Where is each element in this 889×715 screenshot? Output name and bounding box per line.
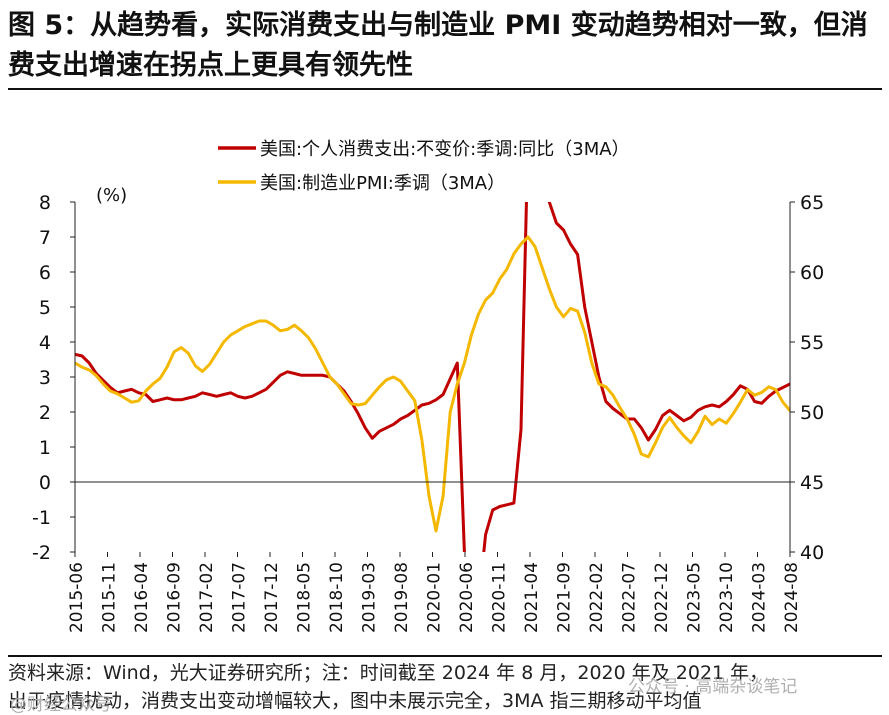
chart-title: 图 5：从趋势看，实际消费支出与制造业 PMI 变动趋势相对一致，但消费支出增速… <box>8 10 868 81</box>
x-tick-label: 2018-05 <box>295 562 315 633</box>
x-tick-label: 2022-02 <box>587 562 607 633</box>
x-tick-label: 2024-03 <box>750 562 770 633</box>
x-tick-label: 2019-08 <box>392 562 412 633</box>
left-tick-label: 5 <box>39 297 51 319</box>
legend-label-pmi: 美国:制造业PMI:季调（3MA） <box>260 173 505 194</box>
x-tick-label: 2016-09 <box>165 562 185 633</box>
x-tick-label: 2022-12 <box>652 562 672 633</box>
x-tick-label: 2015-11 <box>100 562 120 633</box>
x-tick-label: 2015-06 <box>67 562 87 633</box>
left-tick-label: 8 <box>39 192 51 214</box>
right-tick-label: 45 <box>800 472 824 494</box>
x-tick-label: 2020-01 <box>425 562 445 633</box>
footnote-note: 出于疫情扰动，消费支出变动增幅较大，图中未展示完全，3MA 指三期移动平均值 <box>8 690 702 712</box>
left-tick-label: 0 <box>39 472 51 494</box>
x-tick-label: 2021-04 <box>522 562 542 633</box>
right-tick-label: 40 <box>800 542 824 564</box>
left-tick-label: 1 <box>39 437 51 459</box>
x-tick-label: 2017-12 <box>262 562 282 633</box>
left-tick-label: 3 <box>39 367 51 389</box>
left-tick-label: 2 <box>39 402 51 424</box>
left-axis-unit: (%) <box>96 185 127 206</box>
title-rule <box>8 88 882 90</box>
x-tick-label: 2020-11 <box>490 562 510 633</box>
right-tick-label: 65 <box>800 192 824 214</box>
left-tick-label: 7 <box>39 227 51 249</box>
footnote-rule <box>8 655 882 657</box>
right-tick-label: 60 <box>800 262 824 284</box>
x-tick-label: 2016-04 <box>132 562 152 633</box>
x-tick-label: 2023-10 <box>717 562 737 633</box>
x-tick-label: 2024-08 <box>782 562 802 633</box>
left-tick-label: 6 <box>39 262 51 284</box>
footnote-source: 资料来源：Wind，光大证券研究所；注：时间截至 2024 年 8 月，2020… <box>8 662 769 684</box>
watermark-left: @财经公众号 <box>10 695 112 715</box>
left-tick-label: 4 <box>39 332 51 354</box>
right-tick-label: 55 <box>800 332 824 354</box>
x-tick-label: 2022-07 <box>620 562 640 633</box>
x-tick-label: 2023-05 <box>685 562 705 633</box>
x-tick-label: 2017-07 <box>230 562 250 633</box>
left-tick-label: -1 <box>32 507 51 529</box>
x-tick-label: 2019-03 <box>360 562 380 633</box>
x-tick-label: 2017-02 <box>197 562 217 633</box>
legend-label-pce: 美国:个人消费支出:不变价:季调:同比（3MA） <box>260 139 630 160</box>
pce-yoy-series-line <box>75 202 790 552</box>
left-tick-label: -2 <box>32 542 51 564</box>
x-tick-label: 2021-09 <box>555 562 575 633</box>
x-tick-label: 2018-10 <box>327 562 347 633</box>
watermark-right: 公众号 · 高端杂谈笔记 <box>628 677 798 697</box>
x-tick-label: 2020-06 <box>457 562 477 633</box>
right-tick-label: 50 <box>800 402 824 424</box>
pmi-series-line <box>75 235 790 533</box>
